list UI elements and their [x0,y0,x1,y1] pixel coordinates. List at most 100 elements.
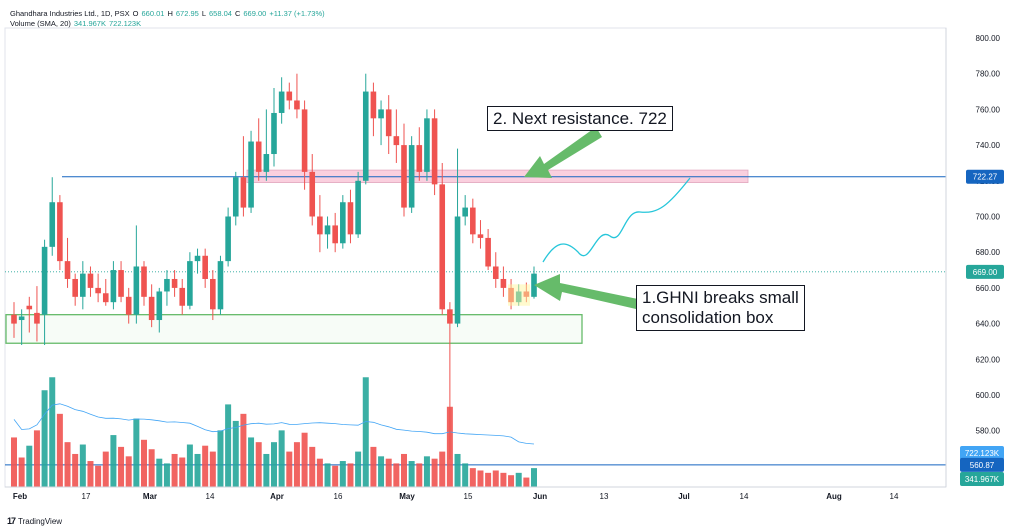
candle-body [164,278,170,292]
volume-bar [217,430,224,487]
chart-legend: Ghandhara Industries Ltd., 1D, PSX O 660.… [10,9,325,29]
candle-body [278,91,285,113]
grid [4,27,947,488]
candle-body [431,118,438,185]
axes: 800.00780.00760.00740.00720.00700.00680.… [5,28,1004,501]
volume-bar [110,435,117,487]
volume-bar [133,418,140,487]
volume-bar [248,437,255,487]
candle-body [18,316,25,321]
candle-body [401,145,407,208]
volume-bar [401,453,407,487]
volume-bar [64,442,71,487]
volume-sma-label: 722.123K [965,449,1000,458]
volume-bar [141,439,147,487]
volume-bar [95,465,102,487]
x-tick-label: Mar [143,492,157,501]
brand-name: TradingView [18,516,63,526]
candle-body [355,180,361,235]
breakout-arrow [534,274,638,309]
volume-bar [293,442,300,487]
annotation-resistance-text: 2. Next resistance. 722 [493,109,667,128]
volume-bar [355,451,362,487]
candle-body [332,225,338,244]
y-tick-label: 740.00 [976,141,1001,150]
annotation-breakout-line1: 1.GHNI breaks small [642,288,799,307]
candle-body [11,314,17,324]
x-tick-label: May [399,492,415,501]
consolidation-box [5,314,583,344]
candle-body [210,278,216,310]
volume-bar [469,468,476,487]
annotation-breakout: 1.GHNI breaks small consolidation box [636,285,805,331]
candle-body [179,287,186,306]
overlays [508,127,691,309]
candle-body [217,261,224,310]
candle-body [232,177,239,217]
candle-body [416,145,423,172]
volume-bar [385,458,392,487]
candle-body [492,266,499,279]
volume-bar [171,453,178,487]
volume-bar [500,472,507,487]
candle-body [255,141,262,172]
volume-bar [332,465,339,487]
volume-bars [11,377,537,487]
volume-bar [523,477,530,487]
candle-body [439,184,446,310]
volume-bar [339,461,346,487]
plot-frame [4,27,947,488]
volume-bar [378,456,385,487]
x-tick-label: 14 [740,492,749,501]
volume-bar [56,413,63,487]
volume-bar [186,444,193,487]
x-tick-label: Jul [678,492,690,501]
volume-bar [163,463,170,487]
candle-body [148,296,155,321]
volume-bar [202,445,209,487]
candle-body [470,207,476,235]
x-tick-label: Jun [533,492,547,501]
candle-body [156,291,163,321]
x-tick-label: 17 [82,492,91,501]
candle-body [294,100,300,110]
volume-bar [416,463,423,487]
close-label: C [234,9,241,18]
projection-curve [542,177,691,263]
candle-body [225,216,231,262]
volume-bar [286,451,293,487]
x-tick-label: Aug [826,492,842,501]
resistance-price-label-bg [966,169,1004,184]
y-tick-label: 680.00 [976,248,1001,257]
x-tick-label: 13 [600,492,609,501]
y-tick-label: 640.00 [976,320,1001,329]
volume-bar [301,432,308,487]
volume-sma-value: 722.123K [108,19,142,28]
candles [11,73,537,460]
open-label: O [132,9,139,18]
candle-body [485,237,491,267]
volume-bar [209,451,216,487]
volume-bar [477,470,484,487]
last-price-label-bg [966,264,1004,279]
volume-label: Volume (SMA, 20) [10,19,71,28]
candle-body [408,145,415,208]
volume-bar [408,461,415,487]
volume-bar [454,453,461,487]
candle-body [393,136,400,146]
candle-body [141,266,147,297]
volume-bar [316,458,323,487]
volume-bar [324,463,331,487]
volume-bar [423,456,430,487]
volume-value: 341.967K [73,19,106,28]
candle-body [462,207,468,217]
volume-bar [255,442,262,487]
y-tick-label: 660.00 [976,284,1001,293]
candle-body [263,154,270,172]
candle-body [49,202,56,247]
volume-bar [72,453,79,487]
candle-body [240,177,247,208]
volume-bar [79,444,86,487]
tradingview-logo-icon: 17 [7,516,16,526]
